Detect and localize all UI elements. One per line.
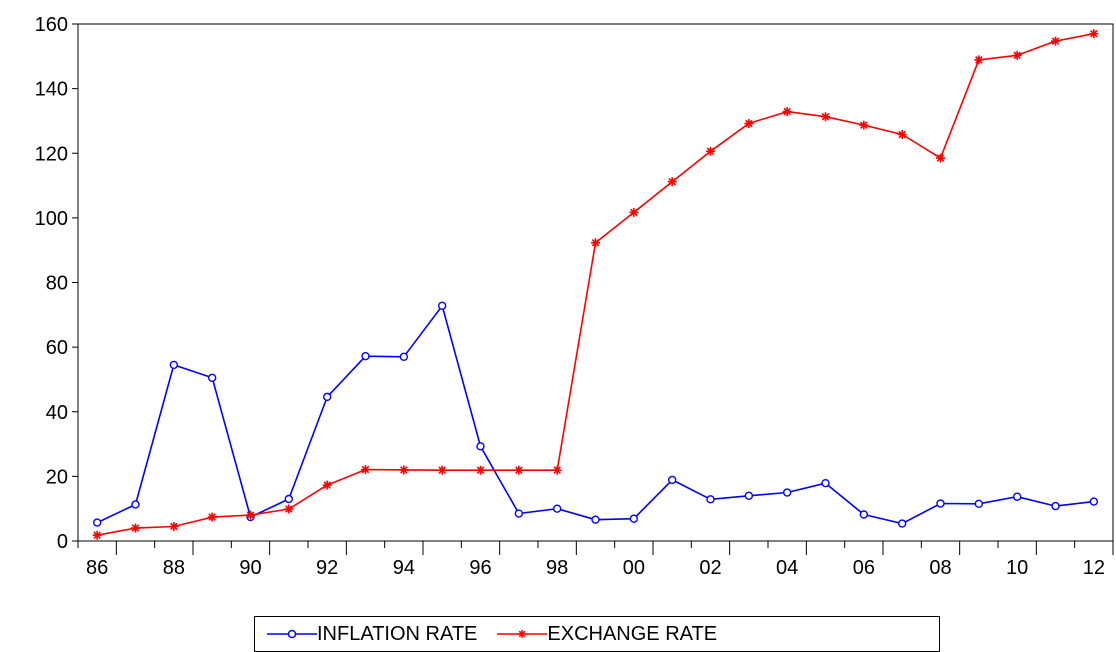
data-point [284, 504, 294, 514]
x-tick-label: 98 [546, 557, 568, 579]
x-tick-label: 00 [623, 557, 645, 579]
data-point [169, 521, 179, 531]
x-tick-label: 92 [316, 557, 338, 579]
x-tick-label: 90 [239, 557, 261, 579]
legend-item-inflation: INFLATION RATE [267, 623, 477, 646]
data-point [514, 465, 524, 475]
series-markers [92, 29, 1099, 540]
data-point [207, 512, 217, 522]
data-point [629, 514, 639, 523]
data-point [131, 500, 140, 509]
data-point [437, 465, 447, 475]
data-point [782, 107, 792, 117]
legend-label-inflation: INFLATION RATE [317, 622, 478, 645]
circle-marker-icon [267, 629, 317, 639]
data-point [821, 478, 830, 488]
data-point [1051, 501, 1060, 511]
data-point [629, 207, 639, 217]
data-point [859, 510, 869, 519]
data-point [744, 491, 754, 500]
series-lines [96, 32, 1094, 536]
data-point [591, 238, 600, 248]
data-point [399, 352, 409, 362]
x-tick-label: 06 [853, 557, 875, 579]
legend: INFLATION RATE EXCHANGE RATE [254, 616, 940, 652]
data-point [92, 518, 102, 527]
x-tick-label: 94 [393, 557, 415, 579]
y-tick-label: 100 [35, 208, 68, 230]
data-point [591, 515, 600, 524]
data-point [1012, 492, 1022, 501]
data-point [169, 360, 179, 370]
data-point [476, 465, 485, 475]
data-point [361, 465, 370, 475]
data-point [974, 499, 984, 509]
data-point [897, 519, 907, 528]
data-point [437, 301, 447, 310]
x-tick-label: 04 [776, 557, 798, 579]
x-tick-label: 12 [1083, 557, 1105, 579]
data-point [552, 504, 562, 513]
y-tick-label: 160 [35, 14, 68, 36]
data-point [92, 530, 102, 540]
data-point [1089, 497, 1099, 506]
data-point [322, 480, 332, 490]
y-tick-label: 20 [46, 466, 68, 488]
x-tick-label: 02 [699, 557, 721, 579]
data-point [399, 465, 409, 475]
data-point [706, 146, 715, 156]
data-point [552, 465, 562, 475]
data-point [1051, 36, 1060, 46]
data-point [706, 495, 715, 504]
x-tick-label: 10 [1006, 557, 1028, 579]
data-point [131, 523, 140, 533]
data-point [361, 351, 370, 361]
y-tick-label: 0 [57, 531, 68, 553]
star-marker-icon [497, 630, 548, 638]
plot-frame [77, 23, 1114, 542]
data-point [782, 488, 792, 497]
x-tick-label: 88 [163, 557, 185, 579]
data-point [974, 55, 984, 65]
y-tick-label: 40 [46, 402, 68, 424]
y-tick-label: 60 [46, 337, 68, 359]
x-tick-label: 96 [469, 557, 491, 579]
data-point [936, 499, 945, 508]
y-tick-label: 140 [35, 79, 68, 101]
data-point [514, 509, 524, 518]
data-point [1089, 29, 1099, 39]
series-line-1 [97, 32, 1094, 536]
data-point [897, 130, 907, 140]
data-point [667, 177, 677, 187]
data-point [246, 510, 255, 520]
data-point [936, 153, 945, 163]
line-chart: 0 20 40 60 80 100 120 140 160 86 88 90 92 94 96 98 00 02 0… [35, 14, 1114, 579]
data-point [207, 373, 217, 383]
legend-label-exchange: EXCHANGE RATE [547, 622, 718, 645]
data-point [667, 475, 677, 485]
x-tick-label: 86 [86, 557, 108, 579]
y-tick-label: 120 [35, 143, 68, 165]
y-tick-label: 80 [46, 273, 68, 295]
legend-item-exchange: EXCHANGE RATE [497, 623, 717, 646]
data-point [821, 112, 830, 122]
data-point [744, 119, 754, 129]
data-point [1012, 50, 1022, 60]
data-point [322, 392, 332, 402]
axes: 0 20 40 60 80 100 120 140 160 86 88 90 92 94 96 98 00 02 0… [35, 14, 1114, 579]
data-point [476, 442, 485, 451]
x-tick-label: 08 [929, 557, 951, 579]
data-point [284, 494, 294, 504]
data-point [859, 120, 869, 130]
series-line-0 [96, 304, 1094, 525]
